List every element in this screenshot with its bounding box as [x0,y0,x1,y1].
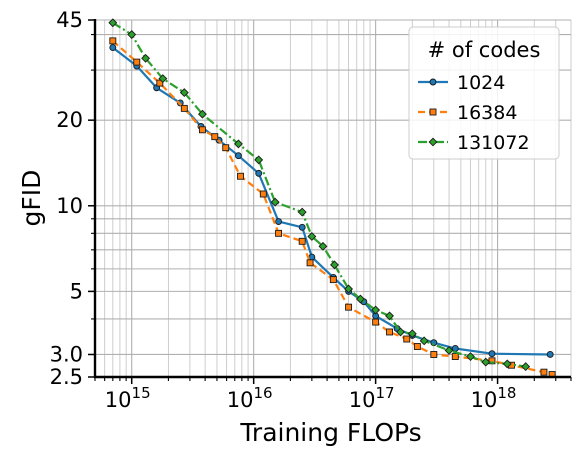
data-point [306,259,314,267]
data-point [109,44,117,52]
data-point [345,303,353,311]
data-point [180,104,188,112]
data-point [233,139,243,149]
data-point [371,305,381,315]
data-point [355,294,365,304]
data-point [329,276,337,284]
data-point [330,260,339,270]
legend-label: 131072 [457,132,530,154]
data-point [488,357,496,365]
data-point [211,133,219,141]
data-point [259,190,267,198]
data-point [109,37,117,45]
series-131072 [108,18,531,372]
data-point [403,335,411,343]
data-point [298,223,306,231]
y-tick-label: 10 [56,194,83,218]
data-point [197,109,207,119]
legend-label: 1024 [457,72,505,94]
data-point [270,197,280,207]
legend-label: 16384 [457,102,517,124]
data-point [156,79,164,87]
data-point [540,368,548,376]
minor-grid [94,20,572,377]
data-point [141,53,151,63]
data-point [481,357,491,367]
legend-entries: 1024 16384 131072 [418,72,530,154]
series-line-16384 [112,40,553,376]
data-point [298,237,306,245]
data-point [385,311,394,321]
data-point [179,88,189,98]
data-point [372,318,380,326]
legend-marker [429,108,437,116]
data-point [198,126,206,134]
legend-marker [429,78,437,86]
data-point [488,350,496,358]
data-point [386,328,393,336]
x-tick-label: 1015 [105,384,151,412]
tick-labels: 1015 1016 1017 1018 45 20 10 5 3.02.5 [50,8,517,412]
data-point [318,241,328,251]
x-tick-label: 1016 [227,384,273,412]
data-point [430,351,438,358]
y-tick-label: 5 [70,279,83,303]
data-point [275,218,283,226]
legend-title: # of codes [428,38,541,62]
data-point [234,152,242,160]
data-point [133,58,141,66]
legend-marker [428,137,438,147]
data-point [444,345,454,355]
data-point [255,169,263,177]
data-point [254,155,264,165]
y-tick-label: 45 [56,8,83,32]
axes [88,19,572,384]
data-point [451,353,459,361]
data-point [307,232,317,241]
series-layer [108,18,556,379]
data-point [502,359,512,369]
data-point [521,362,531,372]
data-point [108,18,118,28]
y-tick-label: 3.0 [50,342,83,366]
series-16384 [109,37,556,379]
x-tick-label: 1018 [471,384,517,412]
data-point [407,329,417,339]
y-tick-label: 20 [56,108,83,132]
y-tick-label: 2.5 [50,365,83,389]
data-point [222,144,230,152]
data-point [158,74,168,84]
data-point [419,336,429,346]
data-point [344,284,354,294]
data-point [297,207,307,217]
data-point [237,172,244,180]
y-axis-title: gFID [17,170,46,227]
data-point [466,352,475,361]
x-axis-title: Training FLOPs [239,418,421,447]
data-point [546,351,554,358]
data-point [413,343,421,350]
data-point [275,229,283,237]
data-point [396,327,405,337]
legend-box [408,26,560,160]
data-point [127,30,137,39]
x-tick-label: 1017 [349,384,395,412]
legend: # of codes 1024 16384 131072 [408,26,560,160]
